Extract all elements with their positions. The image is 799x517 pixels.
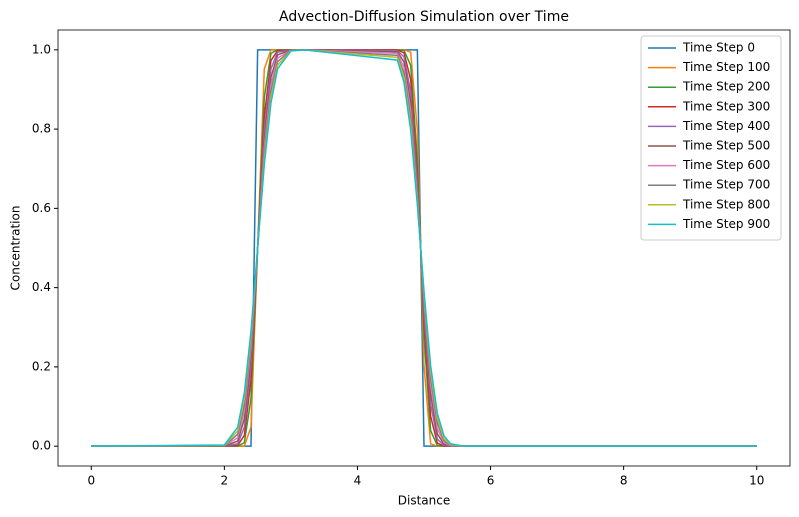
legend-label: Time Step 200	[682, 80, 770, 94]
series-line	[91, 49, 757, 447]
x-axis-label: Distance	[398, 494, 450, 508]
legend-label: Time Step 600	[682, 158, 770, 172]
x-tick-label: 6	[487, 474, 495, 488]
chart-title: Advection-Diffusion Simulation over Time	[279, 9, 569, 25]
legend-label: Time Step 900	[682, 217, 770, 231]
y-tick-label: 0.0	[32, 439, 51, 453]
x-tick-label: 2	[221, 474, 229, 488]
y-tick-label: 0.8	[32, 122, 51, 136]
legend-label: Time Step 500	[682, 139, 770, 153]
y-axis-label: Concentration	[9, 206, 23, 291]
y-tick-label: 0.4	[32, 280, 51, 294]
x-tick-label: 0	[87, 474, 95, 488]
legend-label: Time Step 700	[682, 178, 770, 192]
x-tick-label: 4	[354, 474, 362, 488]
series-line	[91, 49, 757, 447]
y-tick-label: 0.6	[32, 201, 51, 215]
y-tick-label: 1.0	[32, 42, 51, 56]
axes-frame	[57, 29, 791, 467]
legend-label: Time Step 0	[682, 41, 755, 55]
y-tick-label: 0.2	[32, 359, 51, 373]
x-tick-label: 10	[749, 474, 764, 488]
legend-label: Time Step 400	[682, 119, 770, 133]
x-tick-label: 8	[620, 474, 628, 488]
series-line	[91, 49, 757, 447]
legend-label: Time Step 800	[682, 197, 770, 211]
legend-label: Time Step 300	[682, 99, 770, 113]
legend-label: Time Step 100	[682, 60, 770, 74]
